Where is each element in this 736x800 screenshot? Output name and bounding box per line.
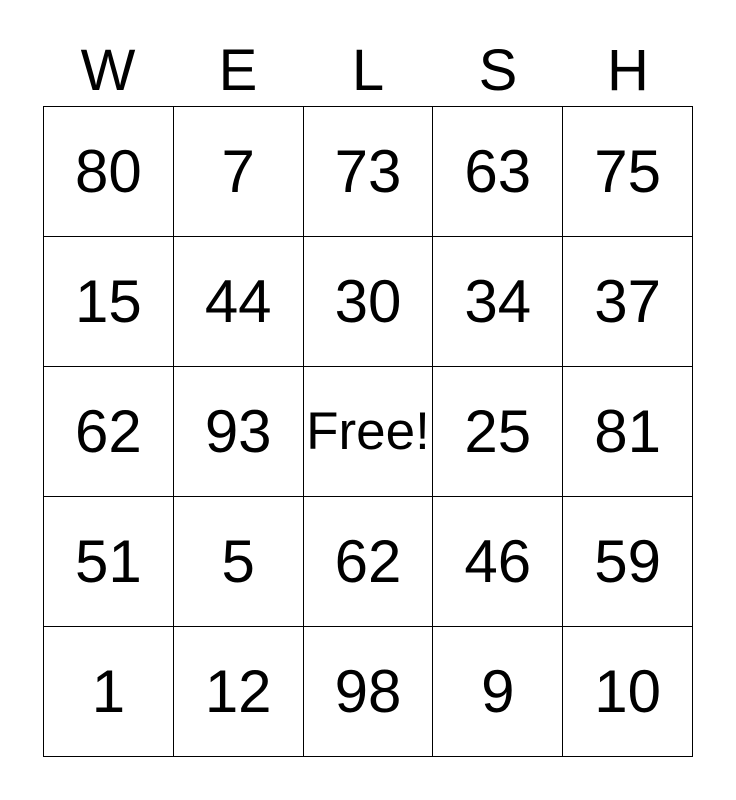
bingo-cell[interactable]: 75 [563,107,693,237]
bingo-cell[interactable]: 25 [433,367,564,497]
bingo-cell[interactable]: 93 [173,367,304,497]
bingo-cell[interactable]: 37 [563,237,693,367]
bingo-cell[interactable]: 80 [44,107,174,237]
bingo-header-row: W E L S H [43,0,693,106]
bingo-cell[interactable]: 62 [44,367,174,497]
bingo-cell[interactable]: 46 [433,497,564,627]
column-letter-w: W [80,38,136,103]
bingo-cell[interactable]: 12 [173,627,304,757]
column-letter-s: S [478,38,518,103]
bingo-cell[interactable]: 81 [563,367,693,497]
column-letter-e: E [218,38,258,103]
bingo-cell[interactable]: 34 [433,237,564,367]
column-letter-l: L [351,38,385,103]
bingo-cell[interactable]: 10 [563,627,693,757]
bingo-cell[interactable]: 73 [303,107,434,237]
bingo-cell[interactable]: 63 [433,107,564,237]
bingo-cell[interactable]: 7 [173,107,304,237]
bingo-cell[interactable]: 30 [303,237,434,367]
bingo-cell[interactable]: 44 [173,237,304,367]
bingo-cell[interactable]: 1 [44,627,174,757]
column-letter-h: H [607,38,649,103]
bingo-cell[interactable]: 15 [44,237,174,367]
bingo-cell[interactable]: 62 [303,497,434,627]
bingo-cell[interactable]: 59 [563,497,693,627]
bingo-cell[interactable]: 5 [173,497,304,627]
bingo-cell[interactable]: 51 [44,497,174,627]
bingo-cell[interactable]: 98 [303,627,434,757]
bingo-grid: 80 7 73 63 75 15 44 30 34 37 62 93 Free!… [43,106,693,757]
bingo-cell[interactable]: 9 [433,627,564,757]
free-cell[interactable]: Free! [303,367,434,497]
